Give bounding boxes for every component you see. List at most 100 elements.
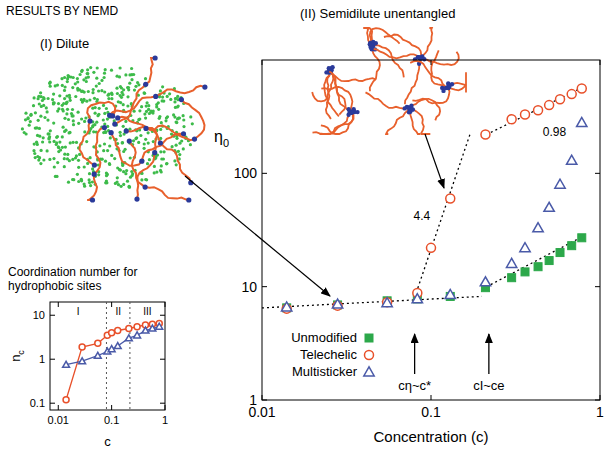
data-point [568,242,576,250]
solvent-bead [159,169,162,172]
solvent-bead [155,105,158,108]
legend-label: Telechelic [300,347,358,362]
solvent-bead [126,180,129,183]
solvent-bead [160,164,163,167]
solvent-bead [34,111,37,114]
solvent-bead [124,120,127,123]
polymer-chain [366,92,411,108]
solvent-bead [67,74,70,77]
y-tick [595,173,600,174]
solvent-bead [158,115,161,118]
solvent-bead [138,117,141,120]
solvent-bead [144,138,147,141]
data-point [115,327,121,333]
data-point [534,263,542,271]
solvent-bead [137,118,140,121]
solvent-bead [93,97,96,100]
solvent-bead [146,162,149,165]
solvent-bead [103,72,106,75]
solvent-bead [109,136,112,139]
solvent-bead [119,134,122,137]
plot-texts: 4.40.98cη~c*cI~ce [398,125,566,393]
dilute-illustration [21,55,208,202]
solvent-bead [63,97,66,100]
solvent-bead [82,99,85,102]
solvent-bead [72,76,75,79]
solvent-bead [143,92,146,95]
pointer-arrow [185,176,330,296]
solvent-bead [84,116,87,119]
solvent-bead [107,94,110,97]
solvent-bead [122,150,125,153]
hydrophobic-site [418,56,422,60]
legend-label: Unmodified [291,330,357,345]
solvent-bead [143,147,146,150]
solvent-bead [88,98,91,101]
y-tick [595,286,600,287]
solvent-bead [121,141,124,144]
solvent-bead [128,82,131,85]
solvent-bead [57,102,60,105]
page-title: RESULTS BY NEMD [6,4,119,18]
polymer-chain [410,61,448,88]
polymer-chain [146,100,205,141]
data-point [332,299,342,308]
solvent-bead [182,147,185,150]
solvent-bead [191,122,194,125]
solvent-bead [95,77,98,80]
x-tick [262,395,263,400]
solvent-bead [67,181,70,184]
solvent-bead [145,105,148,108]
solvent-bead [91,167,94,170]
solvent-bead [86,72,89,75]
solvent-bead [168,92,171,95]
polymer-chain [329,72,352,112]
solvent-bead [175,121,178,124]
solvent-bead [87,76,90,79]
solvent-bead [143,142,146,145]
data-point [521,268,529,276]
solvent-bead [130,67,133,70]
data-point [282,302,292,311]
solvent-bead [144,117,147,120]
solvent-bead [176,105,179,108]
hydrophobic-site [109,130,114,135]
solvent-bead [88,178,91,181]
solvent-bead [189,115,192,118]
solvent-bead [133,89,136,92]
solvent-bead [46,110,49,113]
solvent-bead [127,86,130,89]
solvent-bead [87,90,90,93]
solvent-bead [148,112,151,115]
solvent-bead [36,143,39,146]
solvent-bead [72,178,75,181]
polymer-chain [384,35,421,59]
x-tick [58,405,59,410]
solvent-bead [47,137,50,140]
y-tick [160,403,165,404]
solvent-bead [119,101,122,104]
label-subscript: c [16,350,26,355]
solvent-bead [108,144,111,147]
solvent-bead [108,163,111,166]
polymer-chain [431,50,448,88]
hydrophobic-site [447,85,451,89]
illustration-label: (II) Semidilute unentangled [300,6,455,21]
y-tick [160,359,165,360]
solvent-bead [64,146,67,149]
solvent-bead [55,175,58,178]
legend-marker [365,334,373,342]
solvent-bead [81,69,84,72]
polymer-chain [312,72,333,101]
solvent-bead [38,135,41,138]
solvent-bead [172,113,175,116]
x-tick [600,395,601,400]
polymer-chain [448,83,466,93]
solvent-bead [113,157,116,160]
solvent-bead [98,82,101,85]
pointer-arrow [425,134,444,188]
y-axis-title: η0 [214,128,229,149]
solvent-bead [143,91,146,94]
solvent-bead [83,130,86,133]
solvent-bead [77,122,80,125]
